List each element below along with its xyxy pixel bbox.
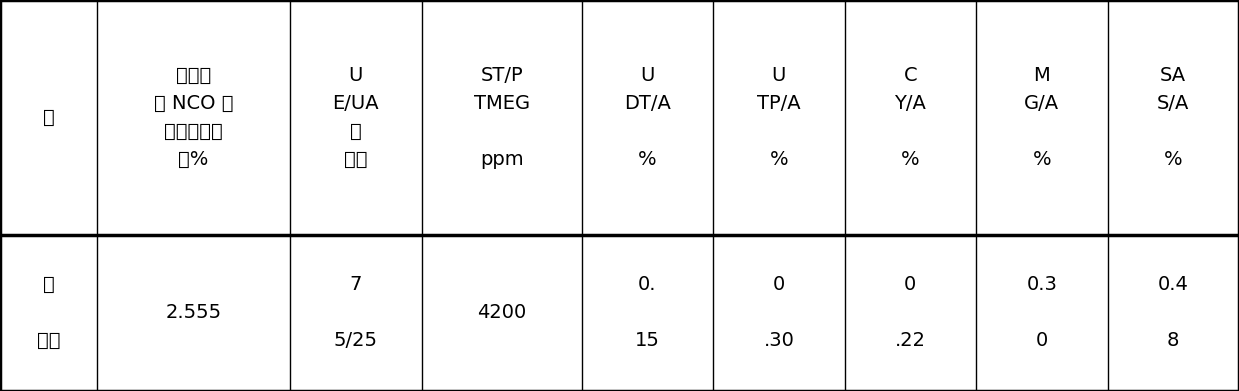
- Text: 预聚物
中 NCO 端
基质量百分
比%: 预聚物 中 NCO 端 基质量百分 比%: [154, 66, 233, 169]
- Text: U
E/UA
摩
尔比: U E/UA 摩 尔比: [332, 66, 379, 169]
- Text: ST/P
TMEG

ppm: ST/P TMEG ppm: [473, 66, 529, 169]
- Text: 2.555: 2.555: [166, 303, 222, 322]
- Text: C
Y/A

%: C Y/A %: [895, 66, 927, 169]
- Text: 4200: 4200: [477, 303, 527, 322]
- Text: 7

5/25: 7 5/25: [333, 275, 378, 350]
- Text: M
G/A

%: M G/A %: [1025, 66, 1059, 169]
- Text: 0.

15: 0. 15: [634, 275, 660, 350]
- Text: 0.3

0: 0.3 0: [1026, 275, 1057, 350]
- Text: 0

.30: 0 .30: [763, 275, 794, 350]
- Text: 0

.22: 0 .22: [895, 275, 926, 350]
- Text: SA
S/A

%: SA S/A %: [1157, 66, 1189, 169]
- Text: U
TP/A

%: U TP/A %: [757, 66, 800, 169]
- Text: 对

比样: 对 比样: [37, 275, 61, 350]
- Text: 0.4

8: 0.4 8: [1157, 275, 1188, 350]
- Text: 项: 项: [42, 108, 55, 127]
- Text: U
DT/A

%: U DT/A %: [624, 66, 670, 169]
